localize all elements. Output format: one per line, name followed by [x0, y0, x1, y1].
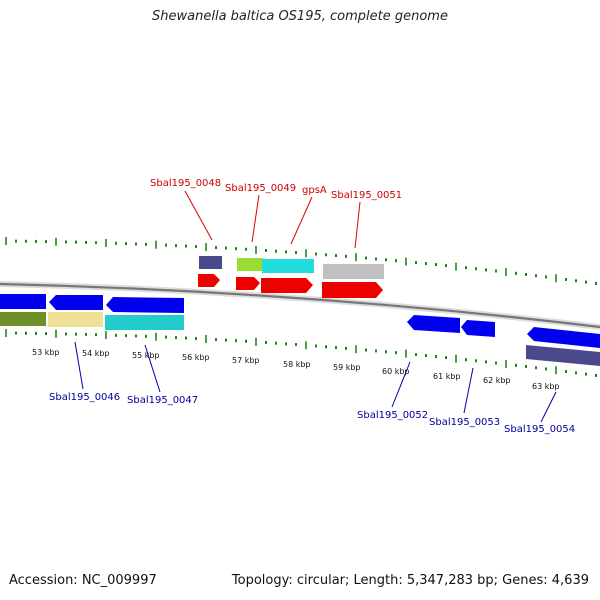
gene-arrow-blue	[527, 327, 600, 348]
gene-label-forward: gpsA	[302, 185, 327, 196]
leader-reverse	[540, 391, 557, 423]
scale-label: 59 kbp	[333, 363, 361, 372]
leader-forward	[184, 190, 213, 241]
leader-reverse	[144, 344, 161, 393]
leader-forward	[251, 194, 260, 243]
map-title: Shewanella baltica OS195, complete genom…	[152, 9, 448, 24]
leader-forward	[290, 196, 313, 245]
gene-arrow-red	[236, 277, 260, 290]
gene-block-khaki	[48, 312, 103, 327]
scale-label: 54 kbp	[82, 349, 110, 358]
gene-label-forward: Sbal195_0051	[331, 190, 402, 201]
gene-label-reverse: Sbal195_0047	[127, 395, 198, 406]
reverse-genes	[0, 294, 600, 366]
gene-arrow-blue	[106, 297, 184, 313]
scale-label: 61 kbp	[433, 372, 461, 381]
scale-label: 56 kbp	[182, 353, 210, 362]
gene-block-navy	[199, 256, 222, 269]
gene-arrow-blue	[49, 295, 103, 310]
upper-tick-track	[5, 237, 597, 285]
leader-reverse	[463, 367, 474, 414]
leader-reverse	[74, 341, 84, 390]
gene-block-cyan	[262, 259, 314, 273]
gene-label-reverse: Sbal195_0052	[357, 410, 428, 421]
scale-label: 58 kbp	[283, 360, 311, 369]
gene-labels: Sbal195_0048 Sbal195_0049 gpsA Sbal195_0…	[49, 178, 575, 435]
gene-label-forward: Sbal195_0048	[150, 178, 221, 189]
genome-summary-text: Topology: circular; Length: 5,347,283 bp…	[231, 573, 589, 588]
gene-label-reverse: Sbal195_0046	[49, 392, 120, 403]
scale-label: 53 kbp	[32, 348, 60, 357]
lower-tick-track	[5, 329, 597, 377]
accession-text: Accession: NC_009997	[9, 573, 157, 588]
scale-label: 57 kbp	[232, 356, 260, 365]
gene-block-navy	[526, 345, 600, 366]
scale-label: 60 kbp	[382, 367, 410, 376]
gene-label-reverse: Sbal195_0054	[504, 424, 575, 435]
gene-block-olive	[0, 312, 46, 326]
leader-reverse	[391, 361, 411, 408]
genome-backbone-line	[0, 282, 600, 329]
gene-block-lime	[237, 258, 263, 271]
label-leaders	[74, 190, 557, 423]
gene-arrow-blue	[0, 294, 46, 309]
scale-label: 62 kbp	[483, 376, 511, 385]
gene-arrow-red	[322, 282, 383, 298]
scale-labels: 53 kbp 54 kbp 55 kbp 56 kbp 57 kbp 58 kb…	[32, 348, 560, 391]
gene-block-cyan	[105, 315, 184, 330]
gene-block-grey	[323, 264, 384, 279]
scale-label: 55 kbp	[132, 351, 160, 360]
gene-label-reverse: Sbal195_0053	[429, 417, 500, 428]
forward-genes	[198, 256, 384, 298]
gene-arrow-blue	[461, 320, 495, 337]
gene-label-forward: Sbal195_0049	[225, 183, 296, 194]
gene-arrow-red	[261, 278, 313, 293]
scale-label: 63 kbp	[532, 382, 560, 391]
gene-arrow-red	[198, 274, 220, 287]
gene-arrow-blue	[407, 315, 460, 333]
leader-forward	[354, 201, 361, 249]
